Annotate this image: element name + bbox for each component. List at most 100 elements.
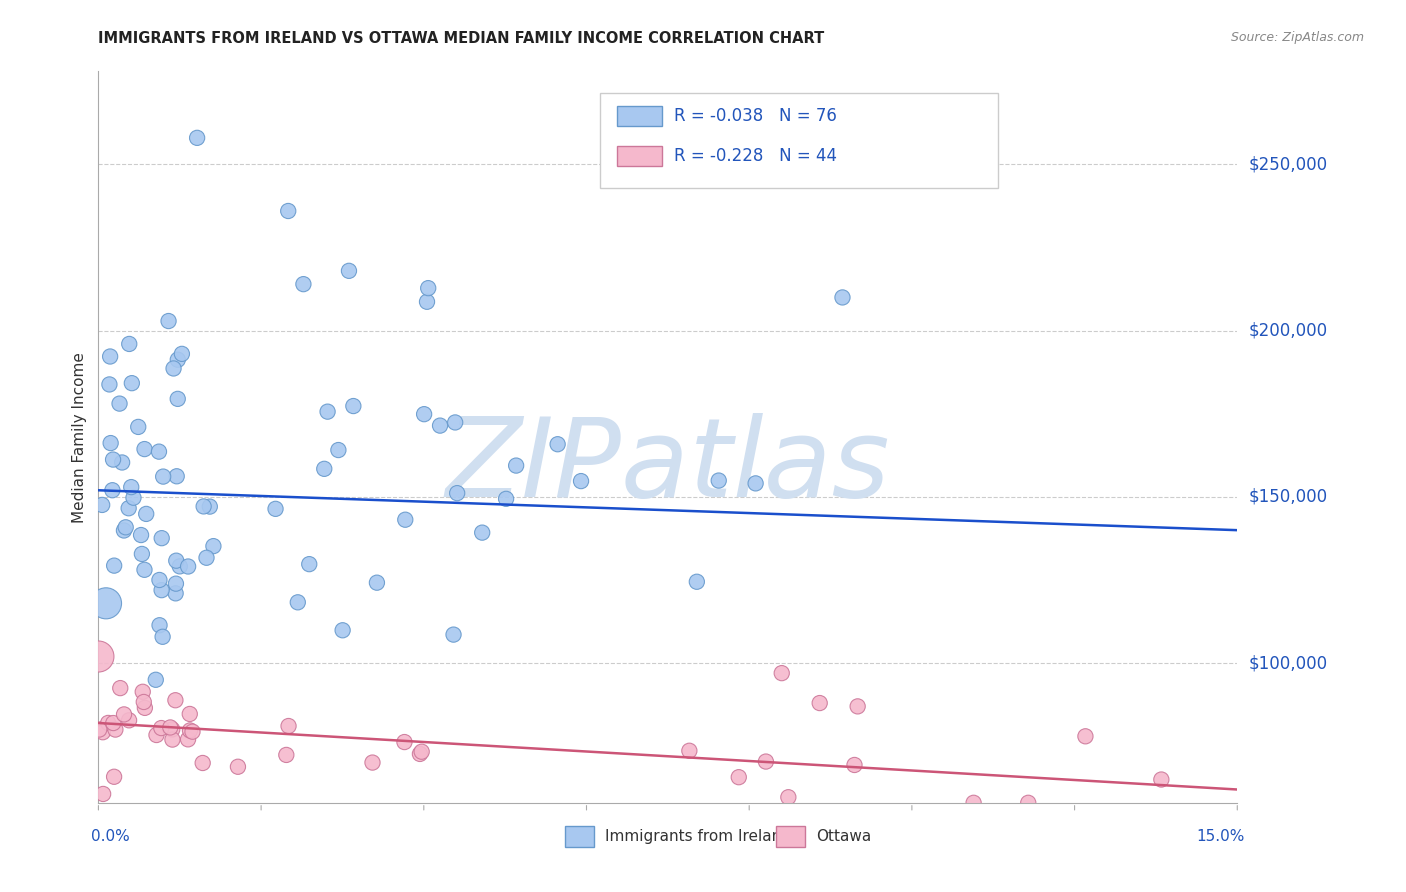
Point	[134, 442, 156, 456]
Point	[118, 714, 141, 728]
Point	[177, 732, 200, 747]
Point	[132, 695, 155, 709]
Point	[87, 649, 110, 664]
Point	[264, 501, 287, 516]
Point	[446, 486, 468, 500]
Point	[179, 706, 201, 721]
Point	[418, 281, 440, 295]
Point	[547, 437, 569, 451]
Point	[1074, 729, 1097, 743]
Point	[131, 547, 153, 561]
Point	[276, 747, 298, 762]
Point	[844, 758, 866, 772]
Text: Source: ZipAtlas.com: Source: ZipAtlas.com	[1230, 31, 1364, 45]
Point	[101, 452, 124, 467]
Point	[157, 314, 180, 328]
Point	[202, 539, 225, 553]
Point	[444, 416, 467, 430]
Point	[416, 294, 439, 309]
Point	[443, 627, 465, 641]
Point	[298, 557, 321, 571]
Text: IMMIGRANTS FROM IRELAND VS OTTAWA MEDIAN FAMILY INCOME CORRELATION CHART: IMMIGRANTS FROM IRELAND VS OTTAWA MEDIAN…	[98, 31, 825, 46]
Point	[198, 500, 221, 514]
Point	[134, 563, 156, 577]
Point	[166, 469, 188, 483]
Point	[118, 501, 141, 516]
Point	[166, 392, 188, 406]
Point	[127, 420, 149, 434]
FancyBboxPatch shape	[776, 826, 804, 847]
Point	[165, 554, 187, 568]
Point	[277, 719, 299, 733]
Point	[150, 531, 173, 545]
Point	[162, 723, 184, 737]
Point	[337, 264, 360, 278]
Point	[121, 376, 143, 391]
Point	[162, 361, 184, 376]
Point	[94, 596, 117, 610]
Point	[778, 790, 800, 805]
Text: $250,000: $250,000	[1249, 155, 1327, 173]
Point	[277, 204, 299, 219]
Text: 0.0%: 0.0%	[91, 830, 129, 845]
Point	[195, 550, 218, 565]
Point	[97, 715, 120, 730]
Point	[152, 469, 174, 483]
Point	[569, 474, 592, 488]
Point	[145, 673, 167, 687]
Point	[429, 418, 451, 433]
Point	[145, 728, 167, 742]
Point	[686, 574, 709, 589]
Point	[316, 404, 339, 418]
Point	[808, 696, 831, 710]
Point	[98, 350, 121, 364]
Point	[118, 337, 141, 351]
Point	[505, 458, 527, 473]
Point	[98, 377, 121, 392]
Point	[1017, 796, 1039, 810]
Point	[100, 436, 122, 450]
Point	[159, 721, 181, 735]
Point	[150, 583, 173, 598]
Point	[111, 455, 134, 469]
FancyBboxPatch shape	[599, 94, 998, 188]
Point	[112, 707, 135, 722]
Point	[314, 462, 336, 476]
Point	[103, 770, 125, 784]
Point	[110, 681, 132, 695]
Text: R = -0.228   N = 44: R = -0.228 N = 44	[673, 147, 837, 165]
Text: Immigrants from Ireland: Immigrants from Ireland	[605, 829, 792, 844]
Point	[148, 618, 170, 632]
Text: $200,000: $200,000	[1249, 322, 1327, 340]
Point	[361, 756, 384, 770]
Point	[181, 724, 204, 739]
Point	[755, 755, 778, 769]
FancyBboxPatch shape	[565, 826, 593, 847]
Point	[103, 558, 125, 573]
Point	[191, 756, 214, 770]
Y-axis label: Median Family Income: Median Family Income	[72, 351, 87, 523]
Point	[678, 744, 700, 758]
Point	[413, 407, 436, 421]
Point	[162, 732, 184, 747]
Point	[91, 725, 114, 739]
Point	[91, 787, 114, 801]
Point	[91, 498, 114, 512]
Point	[112, 524, 135, 538]
Point	[409, 747, 432, 761]
Point	[134, 701, 156, 715]
Point	[770, 666, 793, 681]
Point	[169, 559, 191, 574]
Point	[148, 573, 170, 587]
Point	[411, 745, 433, 759]
Point	[332, 624, 354, 638]
Point	[132, 685, 155, 699]
Point	[366, 575, 388, 590]
Point	[226, 760, 249, 774]
Point	[152, 630, 174, 644]
Point	[707, 474, 730, 488]
Point	[135, 507, 157, 521]
Point	[120, 480, 142, 494]
Point	[193, 500, 215, 514]
Point	[103, 716, 125, 731]
